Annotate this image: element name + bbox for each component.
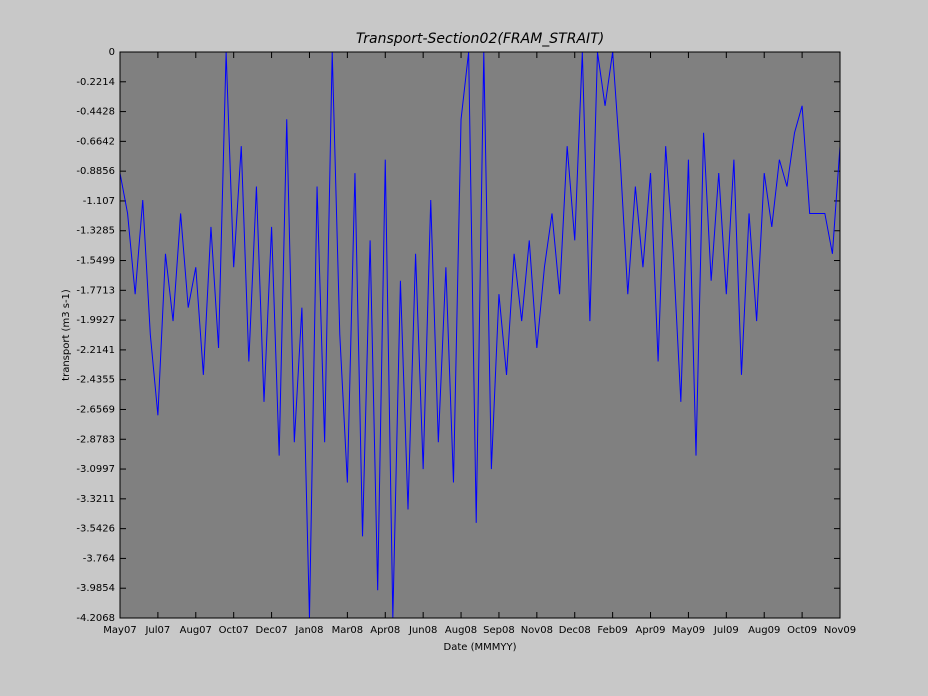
x-tick-label: Jul07 <box>144 625 170 636</box>
y-tick-label: -0.8856 <box>76 166 115 177</box>
y-tick-label: -1.9927 <box>76 315 115 326</box>
x-tick-label: Jun08 <box>408 625 437 636</box>
x-tick-label: Sep08 <box>483 625 515 636</box>
y-tick-label: -2.4355 <box>76 375 115 386</box>
y-tick-label: -3.3211 <box>76 494 115 505</box>
x-tick-label: Jul09 <box>713 625 739 636</box>
y-tick-label: 0 <box>109 47 115 58</box>
x-tick-label: Feb09 <box>597 625 627 636</box>
y-axis-label: transport (m3 s-1) <box>61 289 72 381</box>
y-tick-label: -0.4428 <box>76 107 115 118</box>
x-tick-label: Mar08 <box>332 625 364 636</box>
y-tick-label: -3.9854 <box>76 583 115 594</box>
x-tick-label: Nov09 <box>824 625 856 636</box>
x-tick-label: Oct07 <box>219 625 249 636</box>
x-tick-label: Oct09 <box>787 625 817 636</box>
y-tick-label: -3.764 <box>83 553 115 564</box>
x-tick-label: May07 <box>103 625 136 636</box>
x-tick-label: Jan08 <box>294 625 323 636</box>
y-tick-label: -2.6569 <box>76 404 115 415</box>
y-tick-label: -0.6642 <box>76 136 115 147</box>
y-tick-label: -1.107 <box>83 196 115 207</box>
x-tick-label: Nov08 <box>521 625 553 636</box>
y-tick-label: -1.7713 <box>76 285 115 296</box>
x-tick-label: Aug08 <box>445 625 477 636</box>
x-tick-label: Aug07 <box>180 625 212 636</box>
y-tick-label: -0.2214 <box>76 77 115 88</box>
data-line <box>119 51 841 619</box>
y-tick-label: -3.5426 <box>76 524 115 535</box>
plot-frame <box>119 51 841 619</box>
x-axis-label: Date (MMMYY) <box>444 642 517 653</box>
plot-background <box>120 52 840 618</box>
y-tick-label: -2.8783 <box>76 434 115 445</box>
x-tick-label: Dec07 <box>256 625 288 636</box>
x-tick-label: Apr09 <box>636 625 666 636</box>
x-tick-label: Aug09 <box>748 625 780 636</box>
y-tick-label: -1.5499 <box>76 256 115 267</box>
y-tick-label: -3.0997 <box>76 464 115 475</box>
y-tick-label: -2.2141 <box>76 345 115 356</box>
y-tick-label: -1.3285 <box>76 226 115 237</box>
x-tick-label: May09 <box>672 625 705 636</box>
y-tick-label: -4.2068 <box>76 613 115 624</box>
chart-title: Transport-Section02(FRAM_STRAIT) <box>356 31 604 47</box>
x-tick-label: Apr08 <box>370 625 400 636</box>
x-tick-label: Dec08 <box>559 625 591 636</box>
